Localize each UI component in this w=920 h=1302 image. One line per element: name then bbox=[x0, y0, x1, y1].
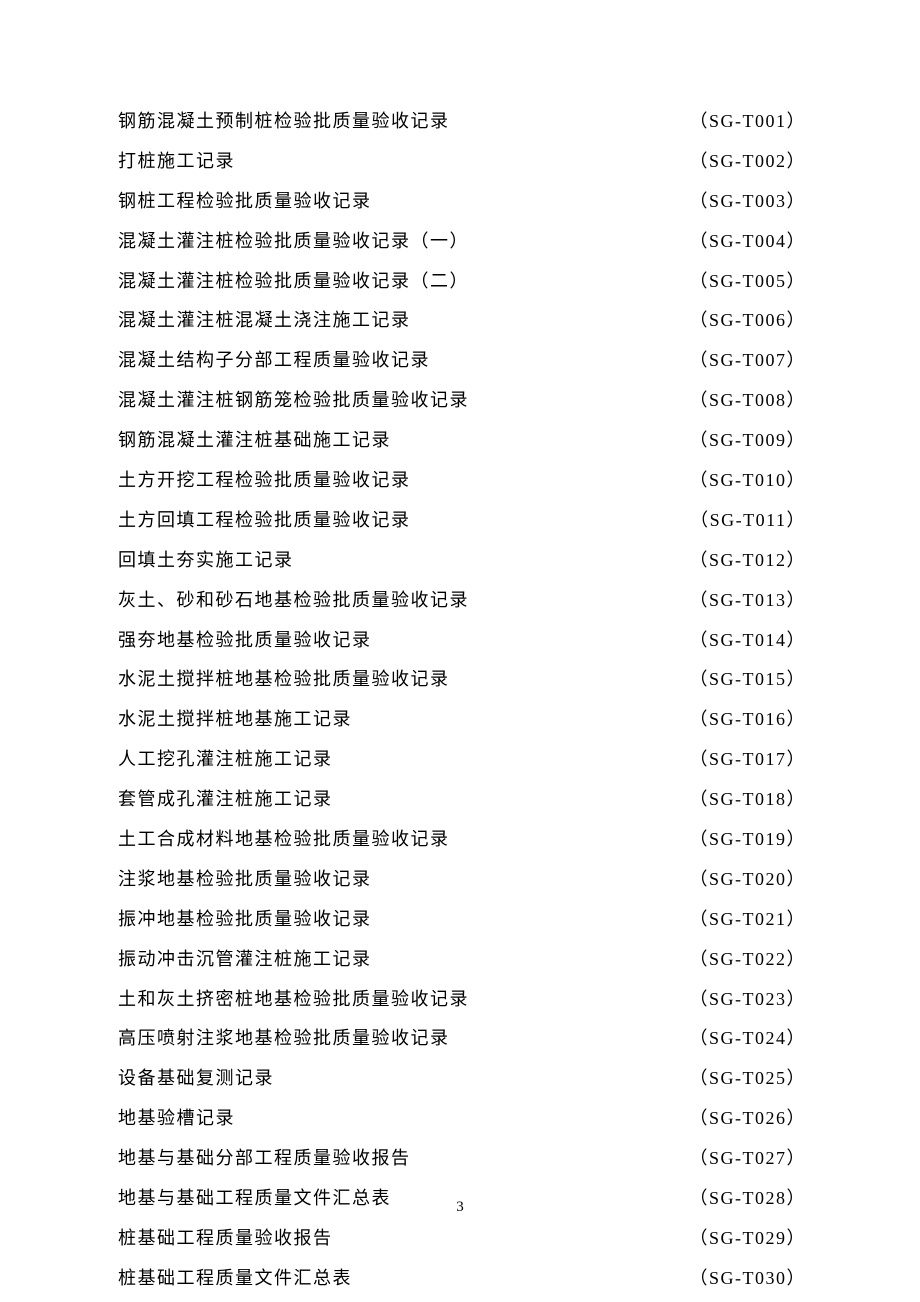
page-number: 3 bbox=[0, 1199, 920, 1216]
toc-row-title: 水泥土搅拌桩地基检验批质量验收记录 bbox=[118, 668, 450, 691]
toc-row: 高压喷射注浆地基检验批质量验收记录 （SG-T024） bbox=[118, 1027, 806, 1050]
toc-row-code: （SG-T027） bbox=[690, 1147, 807, 1170]
toc-row: 设备基础复测记录 （SG-T025） bbox=[118, 1067, 806, 1090]
toc-row-title: 回填土夯实施工记录 bbox=[118, 549, 294, 572]
toc-row-code: （SG-T004） bbox=[690, 230, 807, 253]
toc-row: 土工合成材料地基检验批质量验收记录 （SG-T019） bbox=[118, 828, 806, 851]
toc-row-title: 设备基础复测记录 bbox=[118, 1067, 274, 1090]
toc-row: 振冲地基检验批质量验收记录 （SG-T021） bbox=[118, 908, 806, 931]
toc-row: 混凝土灌注桩检验批质量验收记录（一） （SG-T004） bbox=[118, 230, 806, 253]
toc-row-code: （SG-T017） bbox=[690, 748, 807, 771]
toc-row-title: 土方回填工程检验批质量验收记录 bbox=[118, 509, 411, 532]
toc-row-code: （SG-T015） bbox=[690, 668, 807, 691]
toc-row-code: （SG-T001） bbox=[690, 110, 807, 133]
toc-row-title: 桩基础工程质量验收报告 bbox=[118, 1227, 333, 1250]
toc-row-title: 灰土、砂和砂石地基检验批质量验收记录 bbox=[118, 589, 469, 612]
toc-row-code: （SG-T024） bbox=[690, 1027, 807, 1050]
toc-row: 土方开挖工程检验批质量验收记录 （SG-T010） bbox=[118, 469, 806, 492]
toc-row: 混凝土灌注桩混凝土浇注施工记录 （SG-T006） bbox=[118, 309, 806, 332]
toc-row-code: （SG-T022） bbox=[690, 948, 807, 971]
toc-row-code: （SG-T020） bbox=[690, 868, 807, 891]
toc-row-code: （SG-T008） bbox=[690, 389, 807, 412]
toc-row: 钢桩工程检验批质量验收记录 （SG-T003） bbox=[118, 190, 806, 213]
toc-row-code: （SG-T023） bbox=[690, 988, 807, 1011]
toc-row-code: （SG-T002） bbox=[690, 150, 807, 173]
document-content: 钢筋混凝土预制桩检验批质量验收记录 （SG-T001） 打桩施工记录 （SG-T002… bbox=[0, 0, 920, 1290]
toc-row-code: （SG-T003） bbox=[690, 190, 807, 213]
toc-row-title: 注浆地基检验批质量验收记录 bbox=[118, 868, 372, 891]
toc-row: 混凝土灌注桩钢筋笼检验批质量验收记录 （SG-T008） bbox=[118, 389, 806, 412]
toc-row-code: （SG-T005） bbox=[690, 270, 807, 293]
toc-row-code: （SG-T019） bbox=[690, 828, 807, 851]
toc-row: 钢筋混凝土预制桩检验批质量验收记录 （SG-T001） bbox=[118, 110, 806, 133]
toc-row: 桩基础工程质量文件汇总表 （SG-T030） bbox=[118, 1267, 806, 1290]
toc-row-title: 混凝土灌注桩检验批质量验收记录（一） bbox=[118, 230, 469, 253]
toc-row-code: （SG-T006） bbox=[690, 309, 807, 332]
toc-row: 混凝土灌注桩检验批质量验收记录（二） （SG-T005） bbox=[118, 270, 806, 293]
toc-row-code: （SG-T021） bbox=[690, 908, 807, 931]
toc-row-title: 高压喷射注浆地基检验批质量验收记录 bbox=[118, 1027, 450, 1050]
toc-row-title: 土方开挖工程检验批质量验收记录 bbox=[118, 469, 411, 492]
toc-row-code: （SG-T016） bbox=[690, 708, 807, 731]
toc-row-title: 振冲地基检验批质量验收记录 bbox=[118, 908, 372, 931]
toc-row: 土和灰土挤密桩地基检验批质量验收记录 （SG-T023） bbox=[118, 988, 806, 1011]
toc-row-code: （SG-T009） bbox=[690, 429, 807, 452]
toc-row-title: 打桩施工记录 bbox=[118, 150, 235, 173]
toc-row-title: 桩基础工程质量文件汇总表 bbox=[118, 1267, 352, 1290]
toc-row-title: 土工合成材料地基检验批质量验收记录 bbox=[118, 828, 450, 851]
toc-row-title: 混凝土灌注桩混凝土浇注施工记录 bbox=[118, 309, 411, 332]
toc-row-title: 套管成孔灌注桩施工记录 bbox=[118, 788, 333, 811]
toc-row-title: 钢筋混凝土灌注桩基础施工记录 bbox=[118, 429, 391, 452]
toc-row: 桩基础工程质量验收报告 （SG-T029） bbox=[118, 1227, 806, 1250]
toc-row-code: （SG-T012） bbox=[690, 549, 807, 572]
toc-row-code: （SG-T007） bbox=[690, 349, 807, 372]
toc-row: 土方回填工程检验批质量验收记录 （SG-T011） bbox=[118, 509, 806, 532]
toc-row: 水泥土搅拌桩地基检验批质量验收记录 （SG-T015） bbox=[118, 668, 806, 691]
toc-row-code: （SG-T025） bbox=[690, 1067, 807, 1090]
toc-row: 灰土、砂和砂石地基检验批质量验收记录 （SG-T013） bbox=[118, 589, 806, 612]
toc-row-title: 强夯地基检验批质量验收记录 bbox=[118, 629, 372, 652]
toc-row-code: （SG-T029） bbox=[690, 1227, 807, 1250]
toc-row-title: 振动冲击沉管灌注桩施工记录 bbox=[118, 948, 372, 971]
toc-row: 打桩施工记录 （SG-T002） bbox=[118, 150, 806, 173]
toc-row-title: 地基与基础分部工程质量验收报告 bbox=[118, 1147, 411, 1170]
toc-row-title: 混凝土结构子分部工程质量验收记录 bbox=[118, 349, 430, 372]
toc-row-code: （SG-T010） bbox=[690, 469, 807, 492]
toc-row-title: 钢筋混凝土预制桩检验批质量验收记录 bbox=[118, 110, 450, 133]
toc-row-code: （SG-T026） bbox=[690, 1107, 807, 1130]
toc-row-code: （SG-T018） bbox=[690, 788, 807, 811]
toc-row: 回填土夯实施工记录 （SG-T012） bbox=[118, 549, 806, 572]
toc-row: 注浆地基检验批质量验收记录 （SG-T020） bbox=[118, 868, 806, 891]
toc-row-title: 人工挖孔灌注桩施工记录 bbox=[118, 748, 333, 771]
toc-row-code: （SG-T030） bbox=[690, 1267, 807, 1290]
toc-row-title: 土和灰土挤密桩地基检验批质量验收记录 bbox=[118, 988, 469, 1011]
toc-row: 混凝土结构子分部工程质量验收记录 （SG-T007） bbox=[118, 349, 806, 372]
toc-row-title: 混凝土灌注桩钢筋笼检验批质量验收记录 bbox=[118, 389, 469, 412]
toc-row: 地基验槽记录 （SG-T026） bbox=[118, 1107, 806, 1130]
toc-row-code: （SG-T013） bbox=[690, 589, 807, 612]
toc-row: 水泥土搅拌桩地基施工记录 （SG-T016） bbox=[118, 708, 806, 731]
toc-row: 强夯地基检验批质量验收记录 （SG-T014） bbox=[118, 629, 806, 652]
toc-row: 振动冲击沉管灌注桩施工记录 （SG-T022） bbox=[118, 948, 806, 971]
toc-row: 套管成孔灌注桩施工记录 （SG-T018） bbox=[118, 788, 806, 811]
toc-row: 钢筋混凝土灌注桩基础施工记录 （SG-T009） bbox=[118, 429, 806, 452]
toc-row-title: 地基验槽记录 bbox=[118, 1107, 235, 1130]
toc-row-code: （SG-T011） bbox=[690, 509, 806, 532]
toc-row: 人工挖孔灌注桩施工记录 （SG-T017） bbox=[118, 748, 806, 771]
toc-row-title: 混凝土灌注桩检验批质量验收记录（二） bbox=[118, 270, 469, 293]
toc-row-title: 钢桩工程检验批质量验收记录 bbox=[118, 190, 372, 213]
toc-row: 地基与基础分部工程质量验收报告 （SG-T027） bbox=[118, 1147, 806, 1170]
toc-row-code: （SG-T014） bbox=[690, 629, 807, 652]
toc-row-title: 水泥土搅拌桩地基施工记录 bbox=[118, 708, 352, 731]
